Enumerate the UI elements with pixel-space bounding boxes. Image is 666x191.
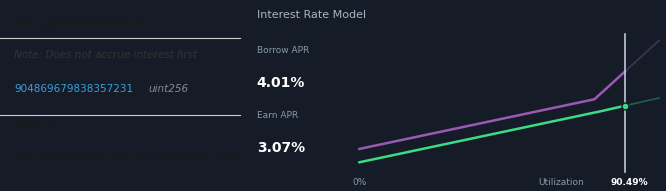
Text: 904869679838357231: 904869679838357231 (15, 84, 133, 94)
Text: Return:: Return: (15, 122, 61, 132)
Text: 90.49%: 90.49% (611, 178, 648, 187)
Text: uint256: uint256 (149, 84, 188, 94)
Text: Utilization: Utilization (538, 178, 584, 187)
Text: Interest Rate Model: Interest Rate Model (257, 10, 366, 19)
Text: Earn APR: Earn APR (257, 111, 298, 120)
Text: The utilization rate of the base asset: The utilization rate of the base asset (15, 153, 246, 163)
Text: 4.01%: 4.01% (257, 76, 305, 90)
Text: 23. getUtilization: 23. getUtilization (15, 17, 145, 30)
Text: 3.07%: 3.07% (257, 141, 305, 155)
Text: 0%: 0% (352, 178, 366, 187)
Text: Borrow APR: Borrow APR (257, 46, 309, 55)
Text: Note: Does not accrue interest first: Note: Does not accrue interest first (15, 50, 198, 60)
